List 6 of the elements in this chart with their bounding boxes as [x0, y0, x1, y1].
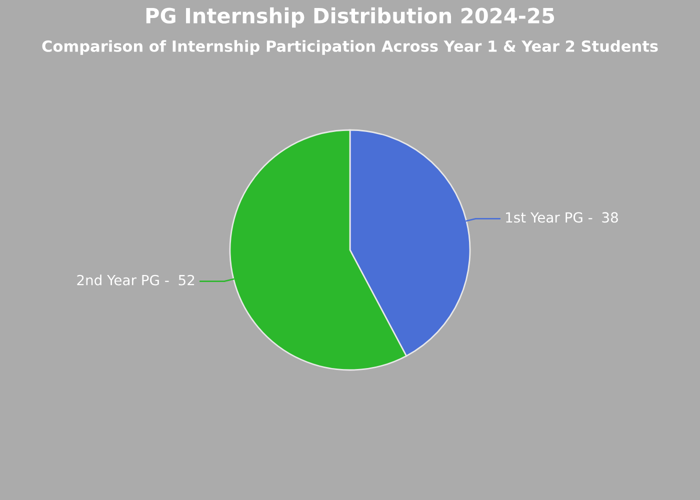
chart-subtitle: Comparison of Internship Participation Across Year 1 & Year 2 Students: [42, 40, 658, 55]
slice-label: 1st Year PG -: [506, 212, 592, 223]
data-label: 52: [178, 274, 194, 286]
chart-title: PG Internship Distribution 2024-25: [146, 7, 554, 28]
slice-label: 2nd Year PG -: [77, 274, 169, 286]
data-label: 38: [602, 212, 618, 223]
